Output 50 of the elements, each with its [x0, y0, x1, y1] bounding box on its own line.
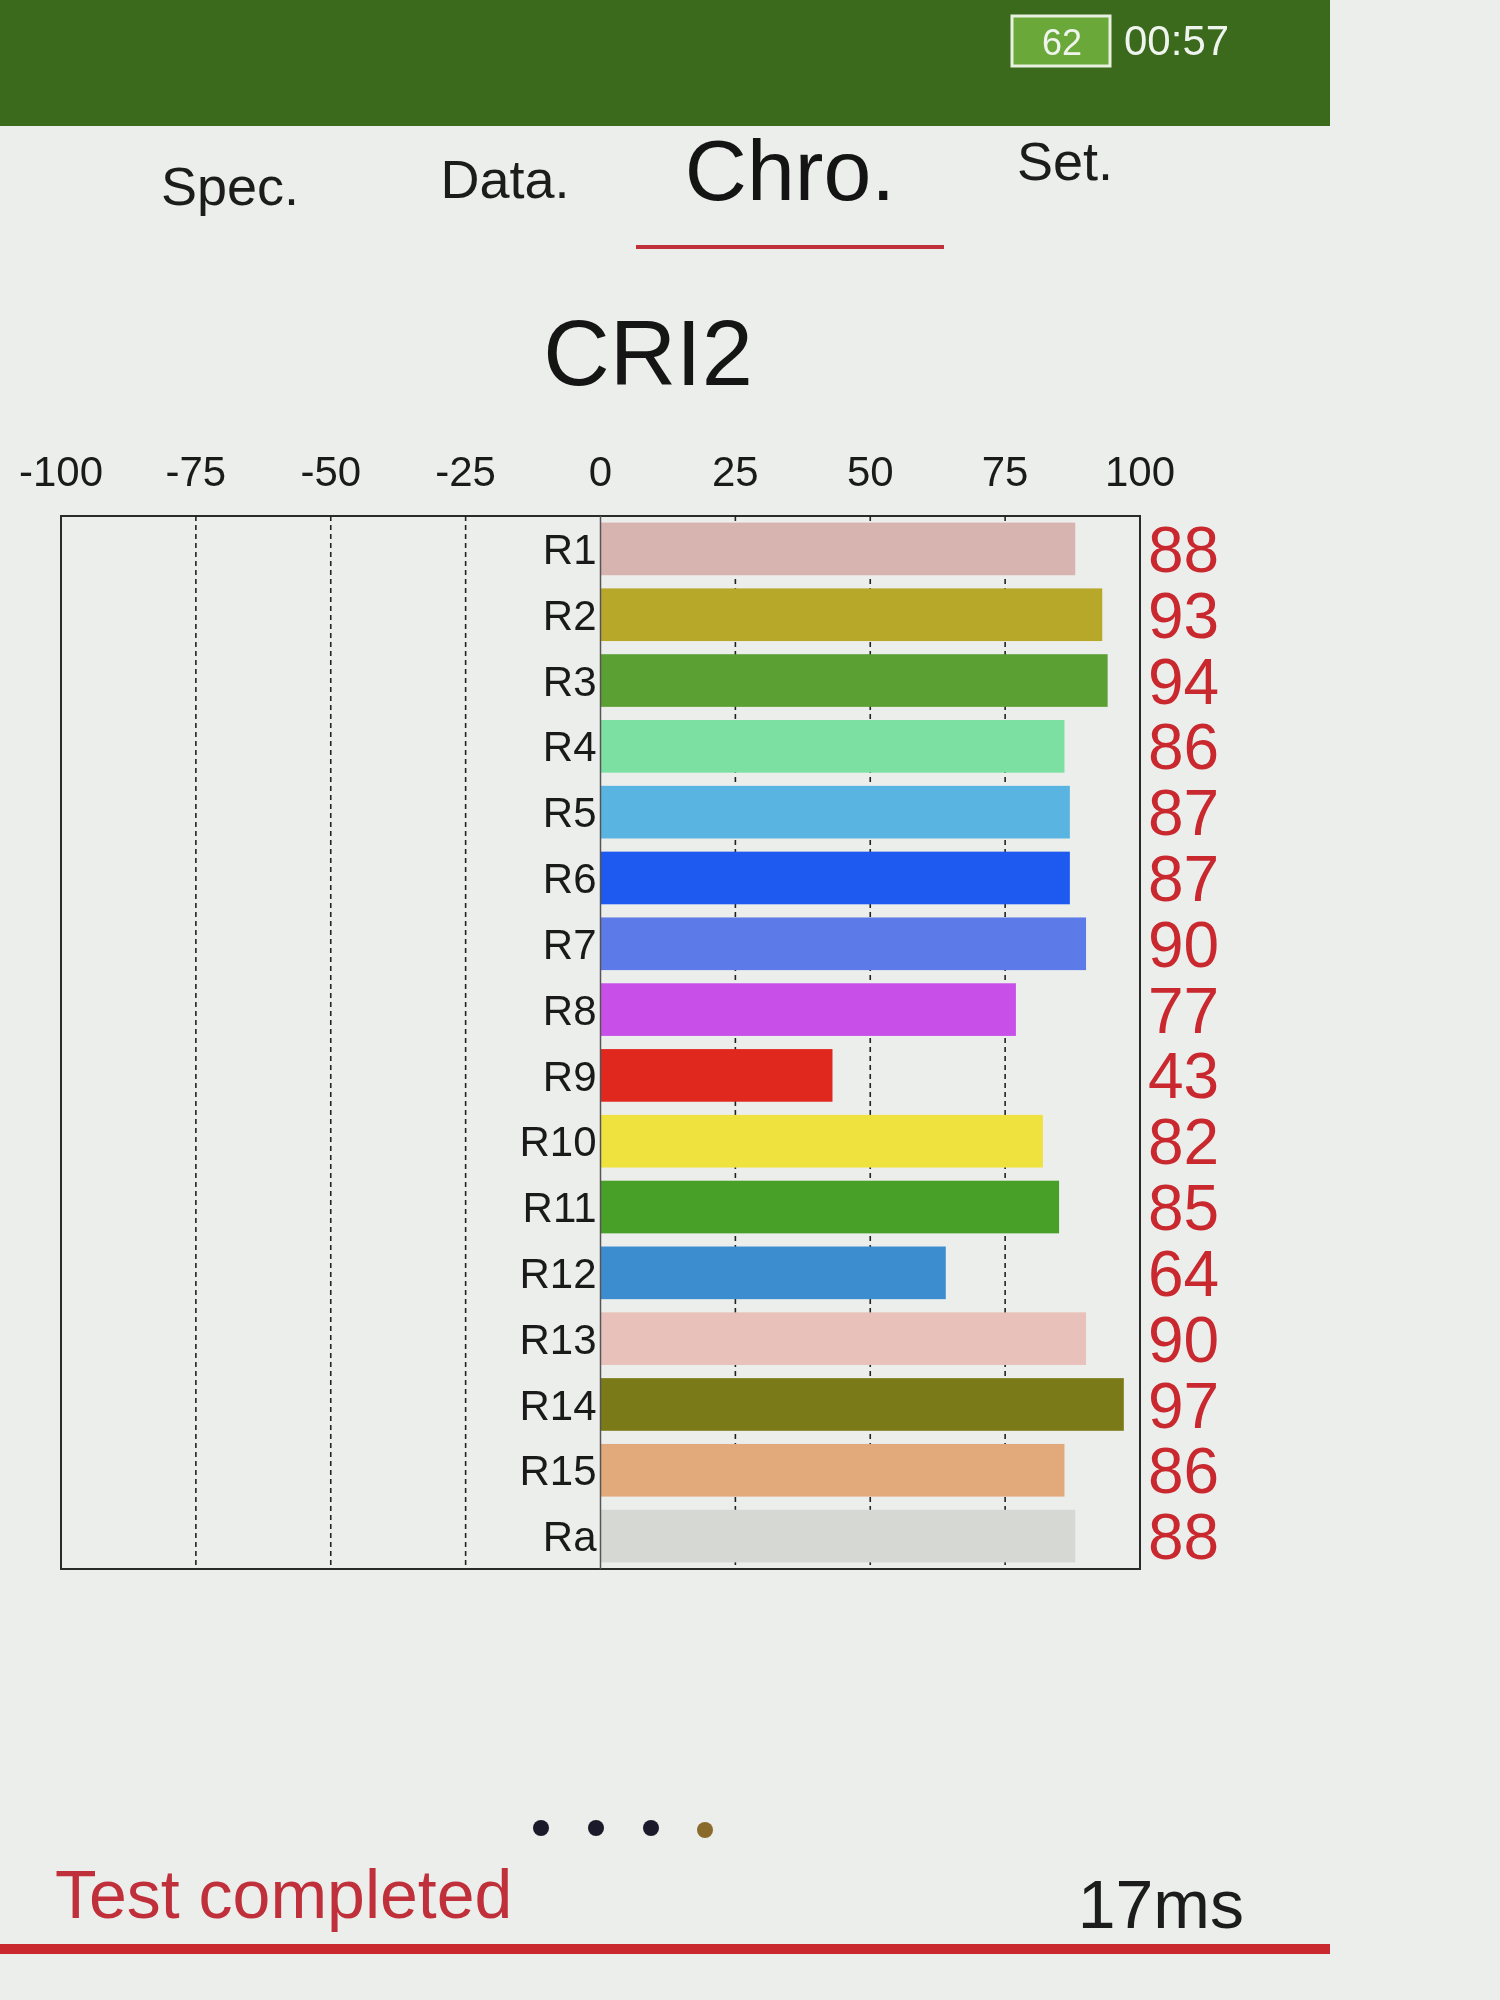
bar: [600, 1180, 1060, 1234]
bar: [600, 1378, 1124, 1431]
x-tick-label: -75: [165, 448, 227, 495]
x-tick-label: 100: [1104, 448, 1176, 495]
x-tick-label: 25: [712, 448, 759, 495]
text: Test completed: [55, 1856, 513, 1932]
text: 62: [1041, 22, 1083, 63]
text: 17ms: [1077, 1866, 1244, 1942]
bar: [600, 522, 1076, 576]
bar: [600, 720, 1065, 773]
y-tick-label: R2: [542, 591, 597, 639]
x-tick-label: -50: [300, 448, 362, 495]
bar: [600, 654, 1108, 707]
y-tick-label: Ra: [542, 1513, 598, 1561]
y-tick-label: R11: [522, 1184, 597, 1232]
text: 00:57: [1124, 17, 1230, 64]
text: Chro.: [684, 122, 896, 218]
x-tick-label: 75: [981, 448, 1029, 495]
chart-title: CRI2: [543, 302, 753, 404]
y-tick-label: R9: [542, 1052, 597, 1100]
bar: [600, 588, 1103, 642]
bar: [600, 1114, 1043, 1168]
y-tick-label: R8: [542, 986, 597, 1034]
bar: [600, 785, 1070, 839]
bar: [600, 983, 1016, 1036]
x-tick-label: -100: [18, 448, 104, 495]
y-tick-label: R6: [542, 855, 597, 903]
text: Set.: [1016, 131, 1114, 191]
y-tick-label: R5: [542, 789, 597, 837]
y-tick-label: R13: [519, 1315, 597, 1363]
text: Data.: [440, 149, 570, 209]
y-tick-label: R10: [519, 1118, 597, 1166]
y-tick-label: R14: [519, 1381, 597, 1429]
y-tick-label: R1: [542, 526, 597, 574]
bar: [600, 1443, 1065, 1497]
y-tick-label: R15: [519, 1447, 597, 1495]
y-tick-label: R12: [519, 1249, 597, 1297]
x-tick-label: 50: [846, 448, 894, 495]
bar: [600, 917, 1087, 971]
y-tick-label: R3: [542, 657, 597, 705]
bar: [600, 1509, 1076, 1563]
bar: [600, 1049, 833, 1102]
y-tick-label: R7: [542, 920, 597, 968]
x-tick-label: 0: [588, 448, 613, 495]
text: Spec.: [160, 156, 300, 216]
bar: [600, 1312, 1087, 1365]
x-tick-label: -25: [435, 448, 496, 495]
bar: [600, 851, 1070, 905]
bar: [600, 1246, 946, 1300]
y-tick-label: R4: [542, 723, 597, 771]
